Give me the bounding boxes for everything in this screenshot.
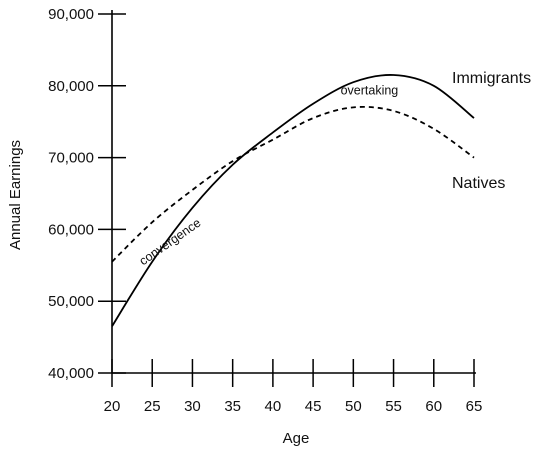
y-tick-label-2: 60,000	[48, 221, 94, 238]
axes: 40,000 50,000 60,000 70,000 80,000 90,000 20 25…	[48, 6, 482, 415]
immigrants-line	[111, 74, 475, 327]
series-layer	[111, 74, 475, 327]
x-tick-label-6: 50	[345, 398, 362, 415]
immigrants-series-label: Immigrants	[452, 70, 531, 87]
x-tick-label-1: 25	[144, 398, 161, 415]
natives-line	[111, 105, 475, 263]
x-axis-label: Age	[283, 430, 310, 447]
x-tick-label-4: 40	[265, 398, 282, 415]
x-tick-label-9: 65	[466, 398, 483, 415]
overtaking-annotation: overtaking	[341, 83, 399, 97]
y-tick-label-5: 90,000	[48, 6, 94, 23]
natives-series-label: Natives	[452, 175, 505, 192]
x-tick-label-0: 20	[104, 398, 121, 415]
y-axis-label: Annual Earnings	[7, 140, 24, 250]
x-tick-label-5: 45	[305, 398, 322, 415]
y-tick-label-0: 40,000	[48, 365, 94, 382]
x-tick-label-3: 35	[224, 398, 241, 415]
x-tick-label-2: 30	[184, 398, 201, 415]
x-tick-label-8: 60	[425, 398, 442, 415]
x-tick-label-7: 55	[385, 398, 402, 415]
convergence-annotation: convergence	[137, 216, 204, 269]
y-tick-label-4: 80,000	[48, 78, 94, 95]
y-tick-label-1: 50,000	[48, 293, 94, 310]
y-tick-label-3: 70,000	[48, 150, 94, 167]
labels-layer: Age Annual Earnings Immigrants Natives c…	[7, 70, 531, 447]
